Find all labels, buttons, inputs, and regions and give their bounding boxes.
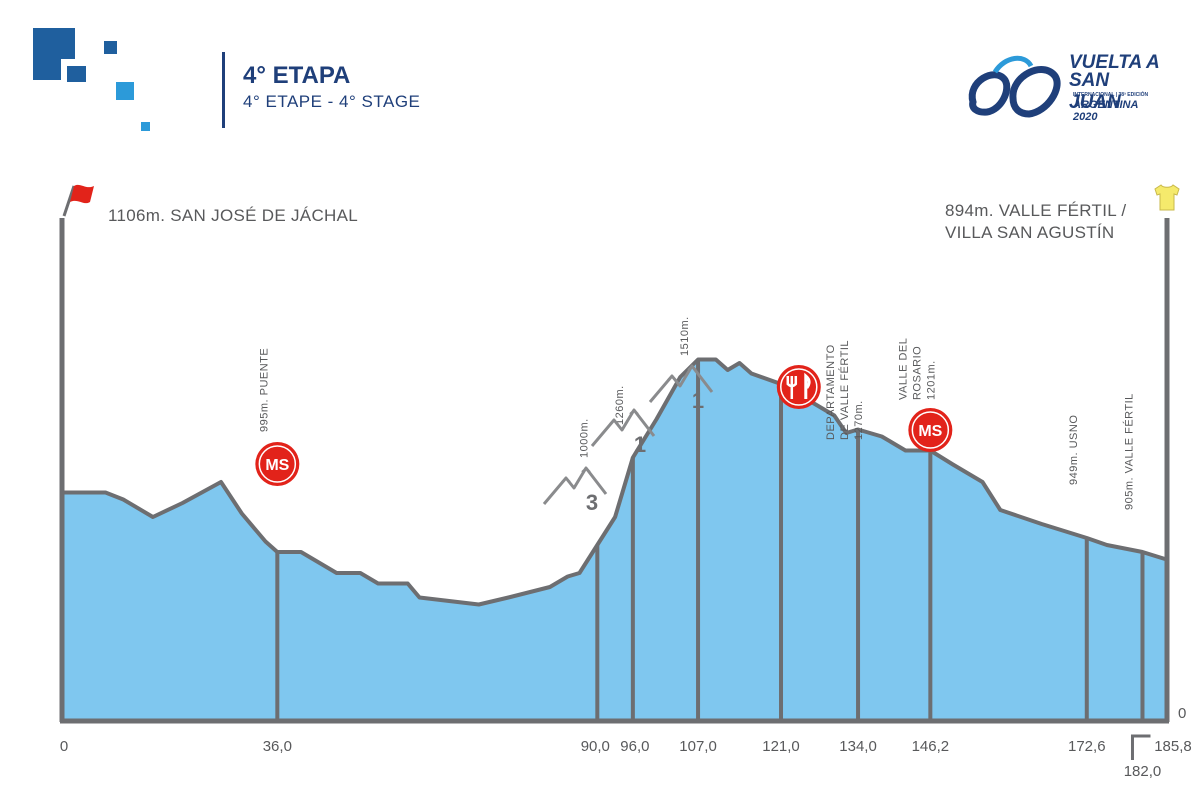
place-label: 1270m. — [853, 400, 865, 440]
finish-label-line-1: 894m. VALLE FÉRTIL / — [945, 201, 1127, 220]
km-label: 90,0 — [581, 738, 610, 755]
km-label: 121,0 — [762, 738, 800, 755]
place-label: 1000m. — [578, 418, 590, 458]
sprint-badge-ring — [911, 411, 950, 449]
km-label: 134,0 — [839, 738, 877, 755]
red-flag-icon — [62, 184, 94, 217]
logo-line-3: INTERNACIONAL | 38ª EDICIÓN — [1073, 92, 1149, 98]
sprint-badge — [908, 408, 953, 452]
start-label: 1106m. SAN JOSÉ DE JÁCHAL — [108, 206, 358, 225]
place-label: DEPARTAMENTO — [825, 344, 837, 440]
km-label: 107,0 — [679, 738, 717, 755]
km-label: 182,0 — [1124, 763, 1162, 780]
sprint-badge-label: MS — [918, 423, 942, 440]
place-label: DE VALLE FÉRTIL — [838, 340, 851, 440]
brand-square-small-3 — [116, 82, 134, 100]
profile-line — [64, 357, 1166, 607]
logo-line-2: SAN JUAN — [1069, 70, 1121, 113]
sprint-badge — [255, 442, 300, 486]
place-label: 1201m. — [925, 360, 937, 400]
climb-category: 3 — [586, 490, 598, 515]
logo-line-4: ARGENTINA 2020 — [1073, 99, 1138, 123]
place-label: 995m. PUENTE — [258, 348, 270, 432]
km-label: 146,2 — [912, 738, 950, 755]
yellow-jersey-icon — [1154, 184, 1180, 211]
place-label: VALLE DEL — [897, 338, 909, 400]
finish-label: 894m. VALLE FÉRTIL / VILLA SAN AGUSTÍN — [945, 200, 1126, 244]
page-title: 4° ETAPA — [243, 62, 351, 89]
fork-shape — [786, 376, 798, 399]
finish-bracket — [1130, 734, 1151, 760]
feed-badge-ring — [780, 368, 818, 406]
brand-square-small-2 — [104, 41, 117, 54]
fork-knife-icon — [776, 365, 821, 409]
title-divider — [222, 52, 225, 128]
profile-area — [64, 359, 1165, 720]
place-label: 1510m. — [679, 316, 691, 356]
brand-square-small-1 — [67, 66, 86, 82]
sprint-badge-ring — [258, 445, 297, 483]
place-label: 905m. VALLE FÉRTIL — [1122, 393, 1135, 510]
sprint-badge-label: MS — [265, 457, 289, 474]
finish-label-line-2: VILLA SAN AGUSTÍN — [945, 223, 1115, 242]
km-label: 36,0 — [263, 738, 292, 755]
event-logo: VUELTA A SAN JUAN INTERNACIONAL | 38ª ED… — [965, 52, 1165, 124]
place-label: ROSARIO — [911, 346, 923, 400]
cyclist-wheels-icon — [968, 55, 1061, 118]
mountain-icon — [648, 364, 714, 403]
mountain-snow — [609, 408, 639, 425]
logo-line-1: VUELTA A — [1069, 52, 1160, 73]
elevation-zero-label: 0 — [1178, 705, 1186, 722]
climb-category: 1 — [634, 432, 646, 457]
mountain-icon — [590, 408, 656, 447]
knife-shape — [804, 372, 811, 399]
mountain-snow — [561, 466, 591, 483]
page-subtitle: 4° ETAPE - 4° STAGE — [243, 92, 421, 111]
brand-square-small-4 — [141, 122, 150, 131]
mountain-snow — [667, 364, 697, 381]
place-label: 949m. USNO — [1068, 415, 1080, 485]
km-label: 185,8 — [1154, 738, 1192, 755]
km-label: 172,6 — [1068, 738, 1106, 755]
place-label: 1260m. — [614, 385, 626, 425]
mountain-icon — [542, 466, 608, 505]
climb-category: 1 — [692, 388, 704, 413]
km-label: 96,0 — [620, 738, 649, 755]
km-label: 0 — [60, 738, 68, 755]
